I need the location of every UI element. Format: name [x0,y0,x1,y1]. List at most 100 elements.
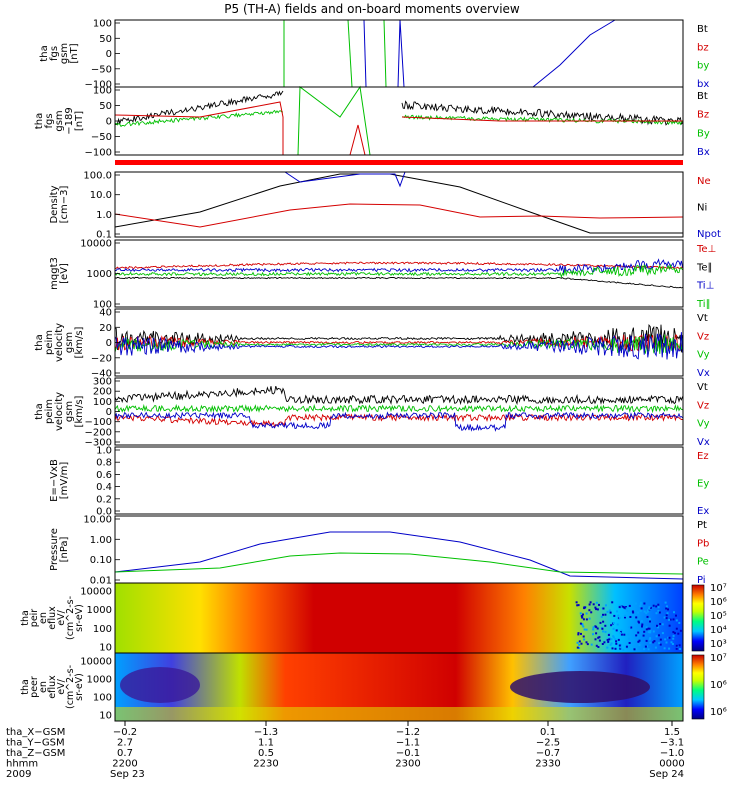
legend-entry: Ez [697,451,709,462]
legend-entry: Pi [697,575,706,586]
spectrogram-noise [613,628,615,630]
x-axis-table: tha_X−GSMtha_Y−GSMtha_Z−GSMhhmm2009−0.22… [6,721,685,780]
spectrogram-noise [581,615,583,617]
spectrogram-noise [595,632,597,634]
panel-7: E=−VxB [mV/m]1.00.80.60.40.20.0EzEyEx [49,446,709,518]
ytick-label: 0.6 [96,470,112,481]
spectrogram-noise [616,610,618,612]
spectrogram-noise [586,618,588,620]
spectrogram-noise [640,602,642,604]
spectrogram-noise [646,626,648,628]
spectrogram-noise [616,629,618,631]
spectrogram-noise [623,607,625,609]
legend-entry: bx [697,79,709,90]
spectrogram-noise [578,632,580,634]
trace-bt [115,91,283,125]
ytick-label: 1.00 [90,535,112,546]
ytick-label: −50 [91,132,112,143]
legend-entry: Te∥ [696,262,713,273]
ylabel-line: [nPa] [59,536,70,562]
spectrogram-noise [589,618,591,620]
spectrogram-noise [595,626,597,628]
spectrogram-noise [637,641,639,643]
spectrogram-noise [629,605,631,607]
spectrogram-noise [626,607,628,609]
spectrogram-noise [635,616,637,618]
spectrogram-noise [607,611,609,613]
panel-ylabel: tha fgs gsm [nT] [39,43,80,64]
spectrogram-noise [676,628,678,630]
ytick-label: 10 [99,643,112,654]
spectrogram-region [120,667,200,703]
legend-entry: Vy [697,419,710,430]
spectrogram-noise [677,633,679,635]
spectrogram-noise [586,613,588,615]
ytick-label: 0.2 [96,494,112,505]
figure-title: P5 (TH-A) fields and on-board moments ov… [224,2,520,16]
spectrogram-noise [609,610,611,612]
spectrogram-noise [656,635,658,637]
ytick-label: 1000 [87,675,112,686]
panel-ylabel: tha fgs gsm −189 [nT] [34,107,85,134]
spectrogram-noise [610,624,612,626]
spectrogram-noise [675,615,677,617]
xaxis-value: 1.5 [664,727,680,738]
legend-entry: Vz [697,400,709,411]
legend-entry: Pt [697,520,707,531]
trace-ne [115,204,683,227]
spectrogram-noise [602,643,604,645]
spectrogram-noise [580,623,582,625]
spectrogram-noise [592,628,594,630]
xaxis-row-label: hhmm [6,759,38,770]
ytick-label: 1.0 [96,446,112,457]
spectrogram-noise [600,622,602,624]
spectrogram-noise [602,630,604,632]
trace-by [115,111,283,127]
legend-entry: Vx [697,437,710,448]
xaxis-value: 2330 [535,759,560,770]
spectrogram-noise [679,644,681,646]
spectrogram-noise [597,608,599,610]
spectrogram-noise [595,638,597,640]
legend-entry: Ne [697,176,711,187]
trace-pi [115,532,683,579]
spectrogram-noise [666,605,668,607]
panel-frame [115,378,683,445]
ytick-label: 50 [99,101,112,112]
spectrogram-noise [664,617,666,619]
ytick-label: 100.0 [83,171,112,182]
spectrogram-noise [630,602,632,604]
legend-entry: by [697,61,709,72]
spectrogram-noise [613,615,615,617]
ylabel-line: [eV] [59,263,70,284]
spectrogram-noise [656,612,658,614]
spectrogram-noise [579,640,581,642]
spectrogram-noise [598,604,600,606]
ytick-label: 100 [93,693,112,704]
panel-ylabel: thapeirenefluxeV/(cm^2-s-sr-eV) [20,596,85,640]
spectrogram-noise [641,626,643,628]
trace-bx [533,20,615,87]
spectrogram-noise [586,629,588,631]
spectrogram-noise [619,606,621,608]
colorbar [692,655,704,719]
spectrogram-noise [672,631,674,633]
xaxis-value: −2.5 [536,738,560,749]
spectrogram-noise [577,642,579,644]
ylabel-line: [mV/m] [59,462,70,500]
spectrogram-noise [629,616,631,618]
spectrogram-noise [649,637,651,639]
legend-entry: Vy [697,350,710,361]
spectrogram-noise [655,605,657,607]
spectrogram-noise [596,602,598,604]
trace-bx [364,20,366,87]
panel-ylabel: Pressure [nPa] [49,528,70,571]
spectrogram-noise [582,626,584,628]
ytick-label: 0.8 [96,458,112,469]
spectrogram-noise [662,623,664,625]
xaxis-value: 2300 [395,759,420,770]
xaxis-value: 2200 [112,759,137,770]
overview-figure: P5 (TH-A) fields and on-board moments ov… [0,0,750,800]
spectrogram-noise [580,633,582,635]
spectrogram-noise [605,604,607,606]
